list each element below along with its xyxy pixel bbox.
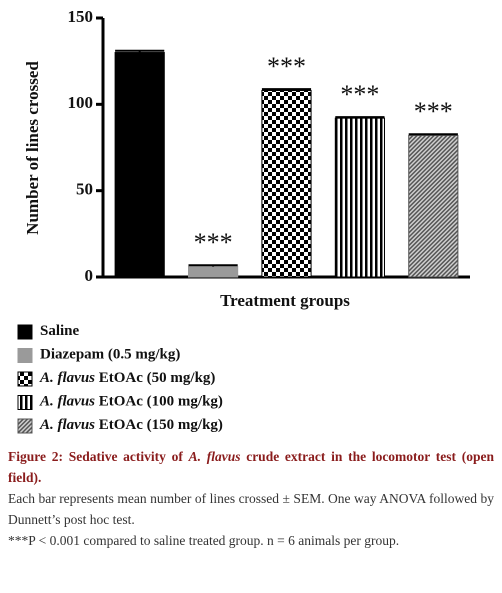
caption-paragraph: Each bar represents mean number of lines… [8,491,494,527]
legend-label: A. flavus EtOAc (50 mg/kg) [39,370,215,386]
error-bar [188,264,238,267]
legend-label-part: A. flavus [39,370,95,386]
y-tick-label: 0 [85,266,94,285]
legend-label-part: EtOAc (100 mg/kg) [95,394,223,410]
legend-swatch [17,418,33,434]
caption-title-part: A. flavus [188,449,241,464]
caption-paragraph: ***P < 0.001 compared to saline treated … [8,533,400,548]
legend-label-part: A. flavus [39,417,95,433]
error-bar [261,88,312,91]
error-bar [115,49,165,53]
caption-title-part: crude extract in the locomotor test (ope… [8,449,494,485]
bar [334,117,385,278]
legend-label-part: Saline [40,323,80,339]
significance-label: *** [267,52,306,81]
y-axis-label: Number of lines crossed [23,61,42,235]
caption-title-part: Figure 2: Sedative activity of [8,449,189,464]
significance-label: *** [194,228,233,257]
legend-swatch [17,348,33,363]
error-bar [335,116,385,119]
error-bar [408,133,458,136]
legend-swatch [17,371,33,387]
y-tick-label: 100 [68,93,94,112]
bar [261,90,312,278]
legend-label-part: EtOAc (50 mg/kg) [95,370,215,386]
y-tick-label: 150 [68,7,94,26]
chart: Number of lines crossed Treatment groups… [17,7,470,434]
bar [114,52,165,278]
caption: Figure 2: Sedative activity of A. flavus… [8,446,494,551]
legend-label-part: Diazepam (0.5 mg/kg) [40,347,180,363]
legend-label-part: EtOAc (150 mg/kg) [95,417,223,433]
significance-label: *** [340,80,379,109]
bar [188,266,239,278]
y-tick-label: 50 [76,180,93,199]
legend-label: A. flavus EtOAc (100 mg/kg) [39,394,223,410]
bar [408,134,459,278]
caption-title: Figure 2: Sedative activity of A. flavus… [8,446,494,488]
x-axis-label: Treatment groups [220,291,350,310]
legend-swatch [17,395,33,410]
legend-label-part: A. flavus [39,394,95,410]
significance-label: *** [414,97,453,126]
legend-label: Diazepam (0.5 mg/kg) [40,347,180,363]
legend-label: A. flavus EtOAc (150 mg/kg) [39,417,223,433]
legend-label: Saline [40,323,80,339]
legend-swatch [17,324,33,340]
